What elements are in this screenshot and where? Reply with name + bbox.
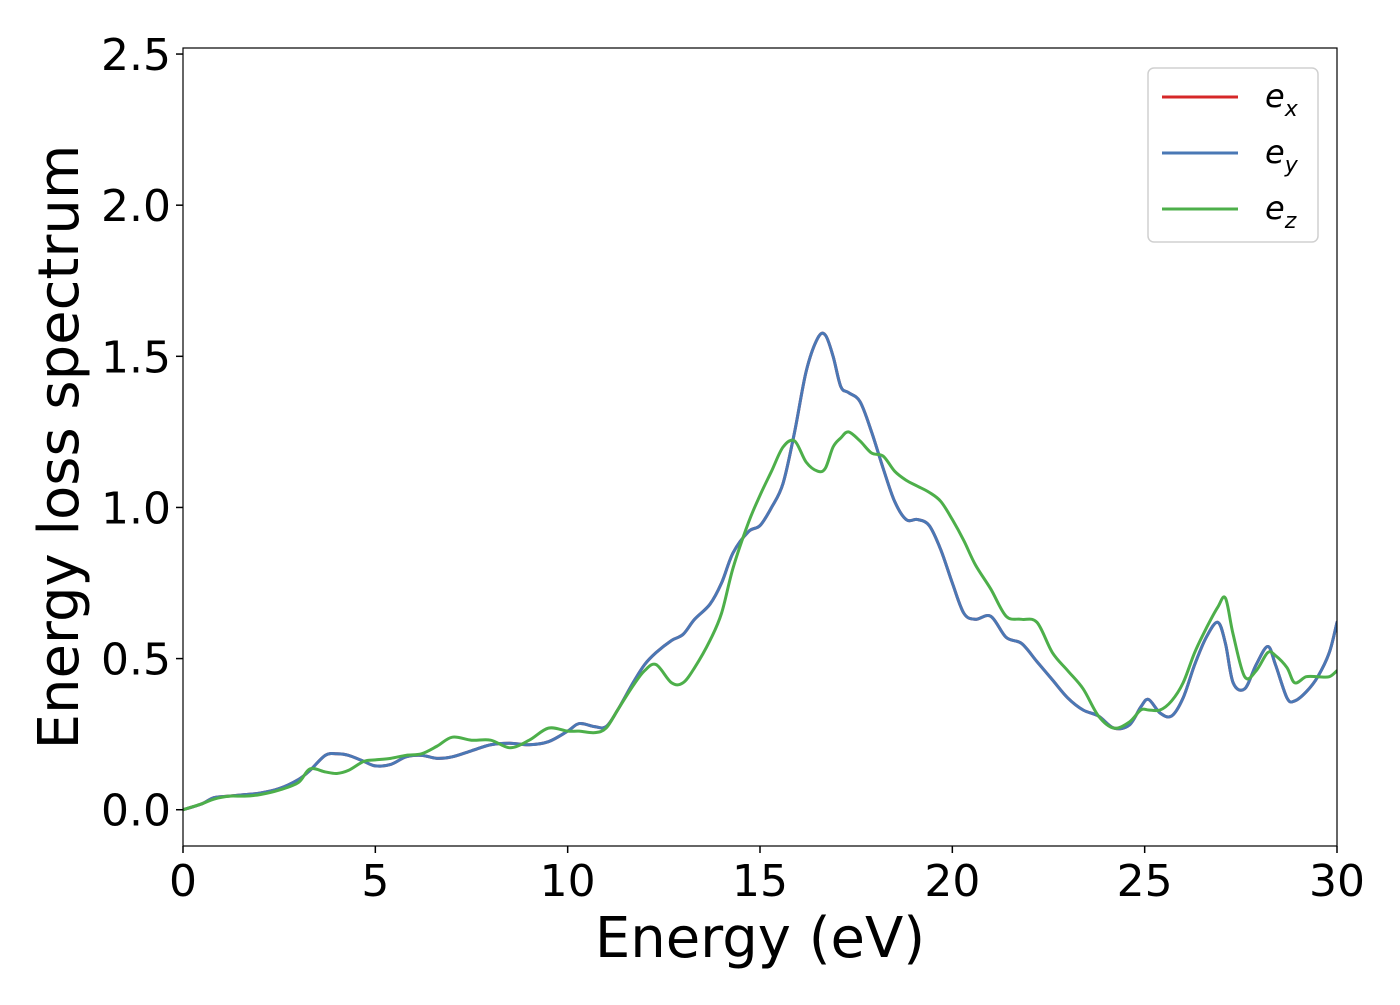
x-tick-label: 25: [1117, 856, 1173, 907]
series-line-z: [183, 430, 1337, 812]
y-axis-ticks: 0.0 0.5 1.0 1.5 2.0 2.5: [101, 30, 183, 837]
plot-area-background: [183, 48, 1337, 846]
x-tick-label: 10: [540, 856, 596, 907]
legend-box: [1147, 67, 1319, 243]
y-axis-title: Energy loss spectrum: [27, 145, 92, 750]
y-tick-label: 1.0: [101, 483, 171, 534]
x-tick-label: 30: [1309, 856, 1365, 907]
x-tick-label: 5: [361, 856, 389, 907]
legend-label-z: ez: [1265, 189, 1297, 234]
x-axis-ticks: 0 5 10 15 20 25 30: [169, 846, 1365, 907]
x-tick-label: 15: [732, 856, 788, 907]
y-tick-label: 2.0: [101, 181, 171, 232]
x-tick-label: 20: [924, 856, 980, 907]
y-tick-label: 1.5: [101, 332, 171, 383]
legend: ex ey ez: [1147, 67, 1319, 243]
series-layer: [183, 331, 1337, 812]
legend-label-x: ex: [1265, 77, 1299, 122]
x-axis-title: Energy (eV): [595, 906, 925, 971]
series-line-y: [183, 331, 1337, 812]
legend-label-y: ey: [1265, 133, 1299, 178]
x-tick-label: 0: [169, 856, 197, 907]
y-tick-label: 0.5: [101, 635, 171, 686]
y-tick-label: 2.5: [101, 30, 171, 81]
y-tick-label: 0.0: [101, 786, 171, 837]
